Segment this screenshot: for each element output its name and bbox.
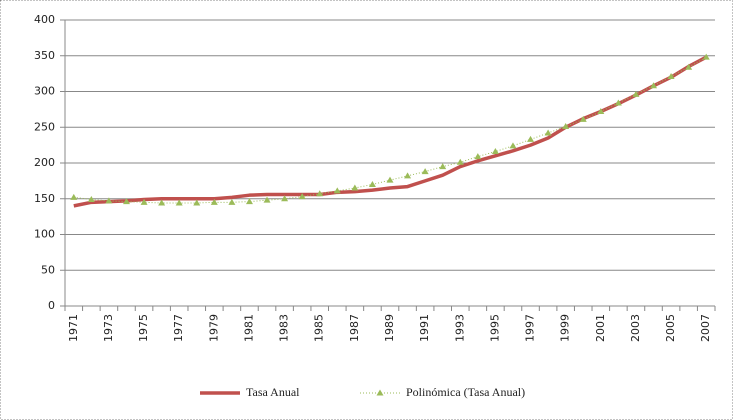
trend-marker — [281, 195, 289, 202]
x-tick-label: 1973 — [102, 314, 115, 342]
x-tick-label: 1991 — [418, 314, 431, 342]
trend-marker — [333, 187, 341, 194]
x-tick-label: 2007 — [699, 314, 712, 342]
x-tick-label: 1997 — [524, 314, 537, 342]
trend-marker — [404, 172, 412, 179]
trend-marker — [685, 63, 693, 70]
legend-label: Tasa Anual — [246, 385, 300, 399]
trend-marker — [368, 180, 376, 187]
x-tick-label: 1993 — [453, 314, 466, 342]
trend-marker — [597, 108, 605, 115]
y-tick-label: 250 — [34, 120, 55, 133]
x-tick-label: 1995 — [488, 314, 501, 342]
trend-marker — [544, 129, 552, 136]
trend-marker — [122, 198, 130, 205]
trend-marker — [421, 168, 429, 175]
legend-marker — [376, 389, 384, 396]
x-tick-label: 1987 — [348, 314, 361, 342]
legend-label: Polinómica (Tasa Anual) — [406, 385, 525, 399]
trend-marker — [650, 82, 658, 89]
trend-marker — [245, 198, 253, 205]
x-tick-label: 1999 — [559, 314, 572, 342]
trend-marker — [667, 72, 675, 79]
trend-marker — [105, 197, 113, 204]
trend-marker — [562, 123, 570, 130]
x-tick-label: 1985 — [313, 314, 326, 342]
trend-marker — [474, 153, 482, 160]
trend-marker — [579, 115, 587, 122]
y-tick-label: 100 — [34, 228, 55, 241]
trend-marker — [140, 198, 148, 205]
trend-marker — [527, 135, 535, 142]
trend-marker — [158, 199, 166, 206]
trend-marker — [509, 142, 517, 149]
trend-marker — [456, 158, 464, 165]
trend-marker — [386, 176, 394, 183]
x-tick-label: 1989 — [383, 314, 396, 342]
x-tick-label: 1983 — [278, 314, 291, 342]
trend-marker — [193, 199, 201, 206]
y-tick-label: 200 — [34, 156, 55, 169]
trend-marker — [351, 184, 359, 191]
trend-marker — [491, 148, 499, 155]
trend-marker — [210, 198, 218, 205]
trend-marker — [263, 196, 271, 203]
y-tick-label: 50 — [41, 263, 55, 276]
x-tick-label: 1975 — [137, 314, 150, 342]
trend-marker — [316, 190, 324, 197]
x-tick-label: 1979 — [207, 314, 220, 342]
trend-marker — [632, 90, 640, 97]
trend-marker — [702, 53, 710, 60]
trend-marker — [70, 193, 78, 200]
x-tick-label: 1981 — [242, 314, 255, 342]
trend-marker — [228, 198, 236, 205]
trend-marker — [175, 199, 183, 206]
trend-marker — [439, 163, 447, 170]
y-tick-label: 350 — [34, 49, 55, 62]
x-tick-label: 2005 — [664, 314, 677, 342]
y-tick-label: 150 — [34, 192, 55, 205]
y-tick-label: 0 — [48, 299, 55, 312]
x-tick-label: 1971 — [67, 314, 80, 342]
trend-marker — [614, 99, 622, 106]
y-tick-label: 300 — [34, 85, 55, 98]
x-tick-label: 2003 — [629, 314, 642, 342]
trend-marker — [298, 193, 306, 200]
trend-marker — [87, 195, 95, 202]
y-tick-label: 400 — [34, 13, 55, 26]
x-tick-label: 1977 — [172, 314, 185, 342]
x-tick-label: 2001 — [594, 314, 607, 342]
